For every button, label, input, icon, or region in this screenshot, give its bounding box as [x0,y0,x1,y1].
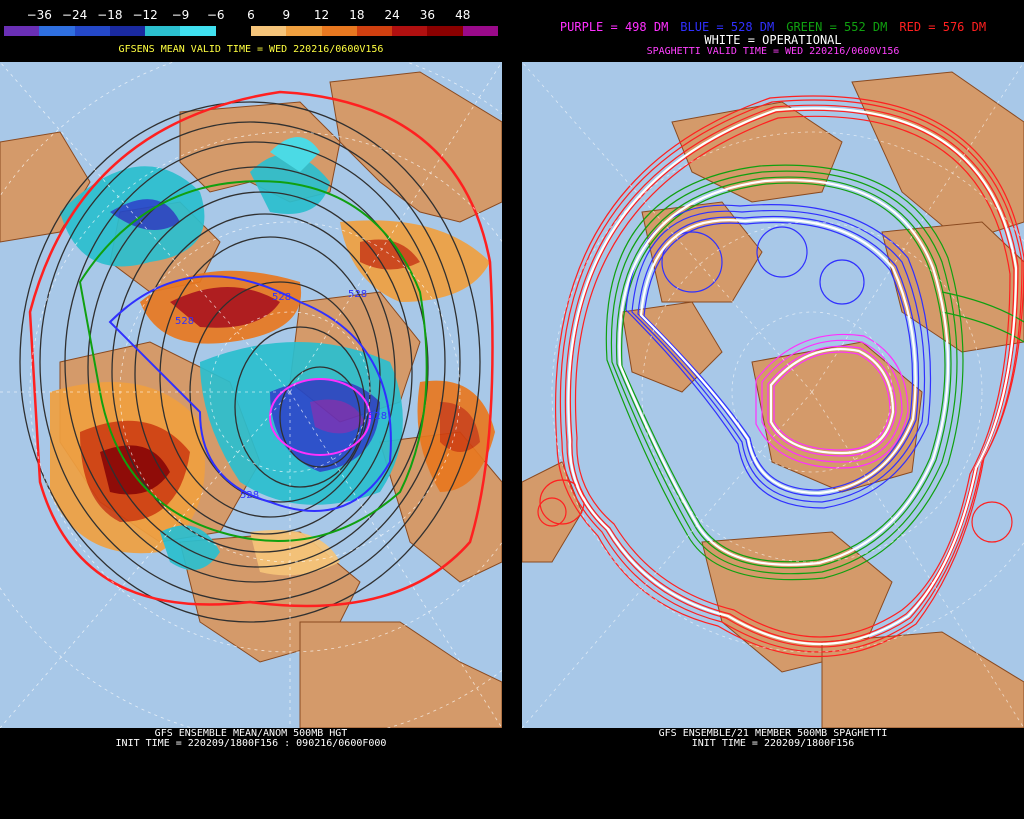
colorbar-label: 24 [384,8,400,22]
colorbar-label: 48 [455,8,471,22]
contour-label: 528 [272,292,291,303]
colorbar-swatch [109,26,146,36]
colorbar-label: −6 [206,8,225,22]
left-footer-line2: INIT TIME = 220209/1800F156 : 090216/060… [115,738,387,749]
operational-legend: WHITE = OPERATIONAL [704,33,842,47]
spaghetti-map [522,62,1024,728]
colorbar-swatch [215,26,251,36]
legend-item: RED = 576 DM [899,20,987,34]
colorbar-label: 9 [282,8,291,22]
colorbar-swatch [4,26,40,36]
left-valid-time-title: GFSENS MEAN VALID TIME = WED 220216/0600… [118,44,384,55]
colorbar-swatch [286,26,322,36]
legend-item: BLUE = 528 DM [680,20,775,34]
colorbar-label: −9 [171,8,190,22]
contour-label: 528 [368,411,387,422]
colorbar-label: 6 [247,8,255,22]
colorbar-swatch [427,26,463,36]
contour-label: 528 [348,289,367,300]
contour-label: 528 [175,316,194,327]
colorbar-swatch [392,26,428,36]
colorbar-swatch [145,26,181,36]
left-footer-line1: GFS ENSEMBLE MEAN/ANOM 500MB HGT [154,728,348,739]
colorbar-label: −36 [26,8,52,22]
right-valid-time-title: SPAGHETTI VALID TIME = WED 220216/0600V1… [646,46,900,57]
colorbar-swatch [356,26,393,36]
colorbar-labels: −36 −24 −18 −12 −9 −6 6 9 12 18 24 36 48 [4,6,498,24]
colorbar-label: −18 [97,8,123,22]
right-footer: GFS ENSEMBLE/21 MEMBER 500MB SPAGHETTI I… [522,729,1024,749]
colorbar-swatch [462,26,498,36]
legend-item: GREEN = 552 DM [786,20,888,34]
colorbar-swatches [4,26,498,36]
colorbar-swatch [74,26,110,36]
spaghetti-panel: PURPLE = 498 DM BLUE = 528 DM GREEN = 552 … [522,0,1024,819]
colorbar-swatch [321,26,357,36]
colorbar-label: −12 [132,8,158,22]
colorbar-label: 36 [419,8,436,22]
colorbar-label: 18 [349,8,365,22]
anomaly-colorbar: −36 −24 −18 −12 −9 −6 6 9 12 18 24 36 48 [4,6,498,36]
colorbar-label: 12 [313,8,330,22]
left-footer: GFS ENSEMBLE MEAN/ANOM 500MB HGT INIT TI… [0,729,502,749]
colorbar-swatch [180,26,216,36]
right-footer-line2: INIT TIME = 220209/1800F156 [691,738,855,749]
colorbar-label: −24 [61,8,88,22]
legend-item: PURPLE = 498 DM [559,20,669,34]
colorbar-swatch [39,26,75,36]
ensemble-mean-map: 528 528 528 528 528 [0,62,502,728]
right-footer-line1: GFS ENSEMBLE/21 MEMBER 500MB SPAGHETTI [658,728,888,739]
spaghetti-legend: PURPLE = 498 DM BLUE = 528 DM GREEN = 552 … [522,20,1024,34]
colorbar-swatch [250,26,287,36]
ensemble-mean-panel: −36 −24 −18 −12 −9 −6 6 9 12 18 24 36 48 GFSENS MEAN… [0,0,502,819]
contour-label: 528 [240,490,259,501]
